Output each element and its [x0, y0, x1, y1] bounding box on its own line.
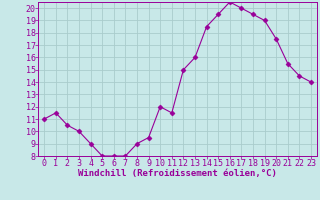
X-axis label: Windchill (Refroidissement éolien,°C): Windchill (Refroidissement éolien,°C): [78, 169, 277, 178]
